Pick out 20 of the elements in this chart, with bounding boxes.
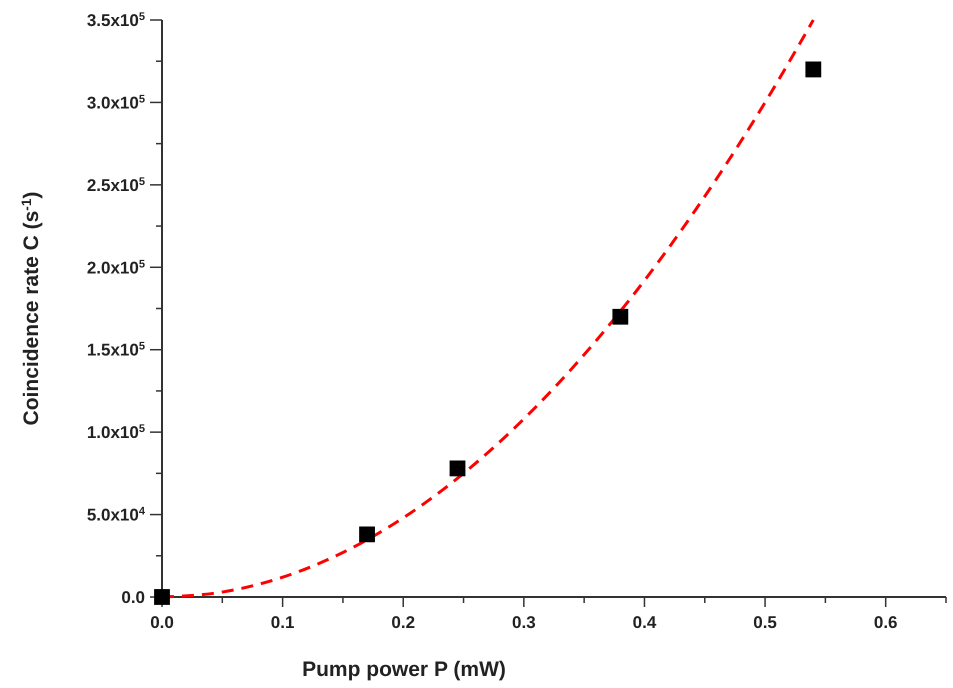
x-tick-label: 0.4: [632, 613, 657, 632]
y-tick-label: 1.5x10$^{5}$: [86, 340, 145, 360]
y-tick-label: 2.0x10$^{5}$: [86, 258, 145, 278]
y-tick-label: 3.0x10$^{5}$: [86, 93, 145, 112]
y-tick-label: 2.5x10$^{5}$: [86, 176, 145, 195]
x-tick-label: 0.1: [270, 613, 294, 632]
x-tick-label: 0.5: [753, 613, 777, 632]
x-tick-label: 0.0: [150, 613, 174, 632]
y-tick-label: 3.5x10$^{5}$: [86, 11, 145, 30]
y-tick-label: 0.0: [121, 588, 145, 607]
point: [612, 308, 628, 325]
point: [805, 62, 822, 78]
x-tick-label: 0.6: [874, 613, 898, 632]
x-tick-label: 0.3: [512, 613, 536, 632]
point: [450, 460, 466, 476]
y-tick-label: 1.0x10$^{5}$: [86, 423, 145, 442]
x-axis-title: Pump power P (mW): [302, 658, 506, 681]
point: [359, 526, 375, 542]
y-tick-label: 5.0x10$^{4}$: [86, 506, 146, 525]
x-tick-label: 0.2: [391, 613, 416, 632]
